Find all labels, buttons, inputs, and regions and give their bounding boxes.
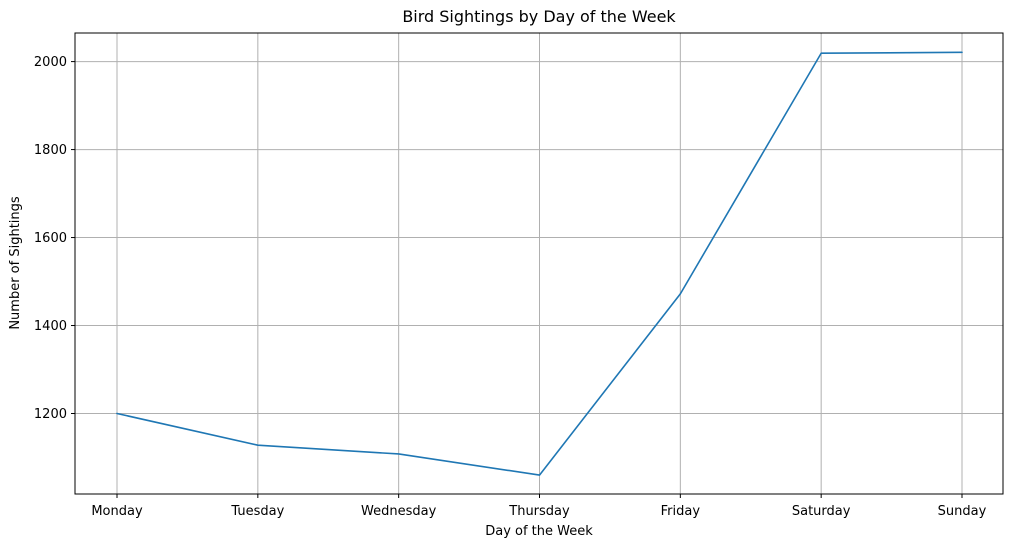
data-point xyxy=(257,444,259,446)
chart-title: Bird Sightings by Day of the Week xyxy=(402,7,676,26)
x-tick-label: Saturday xyxy=(792,504,851,519)
data-point xyxy=(961,51,963,53)
data-point xyxy=(820,52,822,54)
y-tick-label: 1200 xyxy=(34,407,67,422)
data-point xyxy=(539,474,540,476)
y-tick-label: 1400 xyxy=(34,319,67,334)
x-axis-label: Day of the Week xyxy=(485,524,593,539)
x-tick-label: Wednesday xyxy=(361,504,437,519)
y-axis: 1200 1400 1600 1800 2000 xyxy=(34,55,75,422)
y-tick-label: 1600 xyxy=(34,231,67,246)
y-axis-label: Number of Sightings xyxy=(8,196,23,330)
data-point xyxy=(116,413,118,415)
x-tick-label: Friday xyxy=(661,504,701,519)
y-tick-label: 1800 xyxy=(34,143,67,158)
x-tick-label: Monday xyxy=(91,504,143,519)
data-point xyxy=(398,453,400,455)
x-tick-label: Sunday xyxy=(938,504,987,519)
grid xyxy=(75,33,1003,494)
series-layer xyxy=(116,51,963,476)
data-point xyxy=(679,293,681,295)
x-axis: Monday Tuesday Wednesday Thursday Friday Satu… xyxy=(91,494,987,519)
x-tick-label: Tuesday xyxy=(230,504,284,519)
x-tick-label: Thursday xyxy=(508,504,570,519)
y-tick-label: 2000 xyxy=(34,55,67,70)
